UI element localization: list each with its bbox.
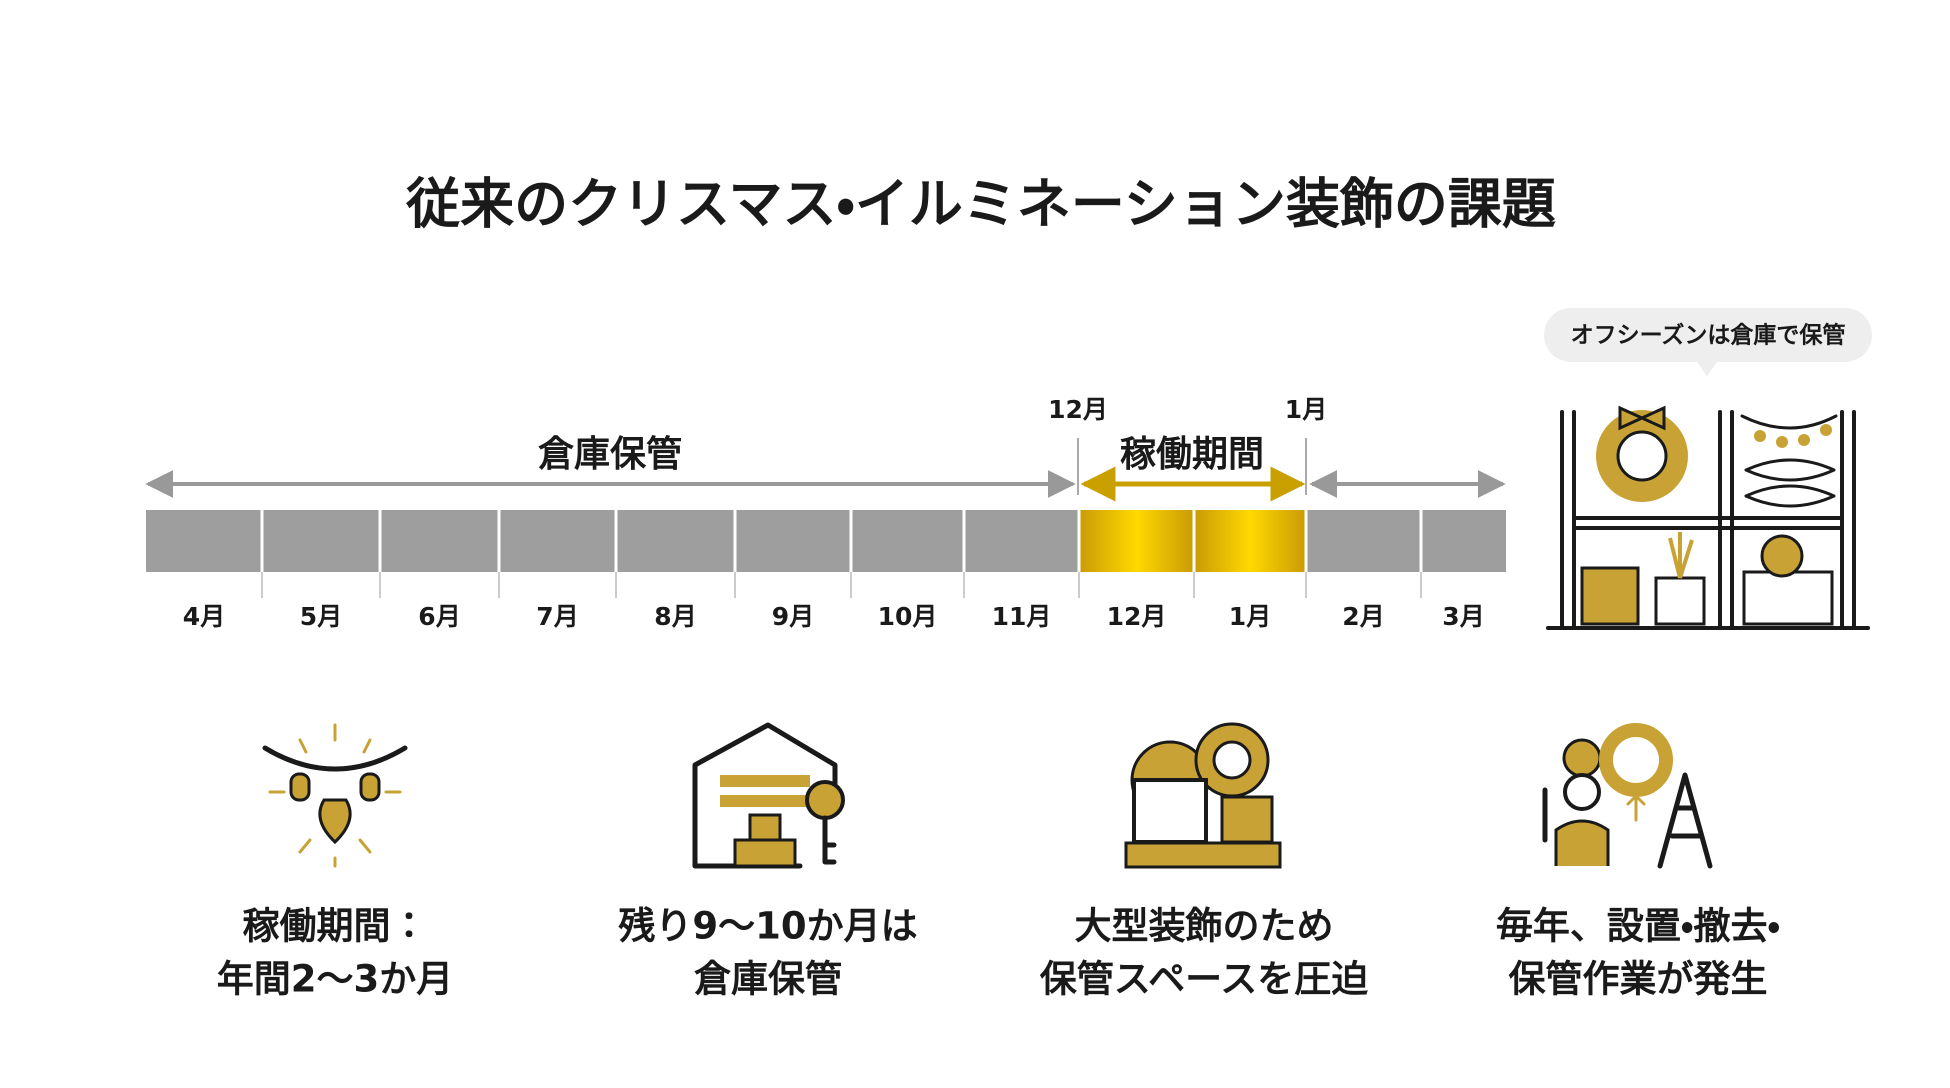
warehouse-icon xyxy=(692,722,845,869)
caption-line: 稼働期間： xyxy=(243,905,428,948)
month-label: 8月 xyxy=(654,602,696,631)
decorations-icon xyxy=(1124,722,1282,869)
caption-line: 倉庫保管 xyxy=(694,958,842,1001)
storage-segment xyxy=(499,510,616,572)
month-label: 2月 xyxy=(1342,602,1384,631)
month-label: 5月 xyxy=(300,602,342,631)
month-label: 9月 xyxy=(772,602,814,631)
month-label: 1月 xyxy=(1229,602,1271,631)
lights-icon xyxy=(262,723,408,868)
storage-segment xyxy=(1306,510,1421,572)
worker-icon xyxy=(1542,723,1713,869)
caption-line: 残り9〜10か月は xyxy=(617,905,917,948)
active-label: 稼働期間 xyxy=(1120,434,1264,475)
storage-label: 倉庫保管 xyxy=(538,434,682,475)
caption-line: 年間2〜3か月 xyxy=(217,958,454,1001)
warehouse-illustration: オフシーズンは倉庫で保管 xyxy=(1544,308,1872,630)
active-start: 12月 xyxy=(1048,395,1108,424)
month-label: 12月 xyxy=(1107,602,1167,631)
month-label: 7月 xyxy=(536,602,578,631)
caption-line: 保管作業が発生 xyxy=(1509,958,1768,1001)
storage-segment xyxy=(1421,510,1506,572)
bubble-text: オフシーズンは倉庫で保管 xyxy=(1571,322,1846,349)
active-segment xyxy=(1194,510,1306,572)
storage-segment xyxy=(851,510,964,572)
active-segment xyxy=(1079,510,1194,572)
timeline-bar: 4月 5月 6月 7月 8月 9月 10月 11月 12月 1月 2月 3月 xyxy=(146,510,1506,631)
caption-line: 大型装飾のため xyxy=(1075,905,1334,948)
month-label: 3月 xyxy=(1442,602,1484,631)
storage-segment xyxy=(380,510,499,572)
storage-segment xyxy=(146,510,262,572)
bubble xyxy=(1544,308,1872,362)
storage-segment xyxy=(262,510,380,572)
caption-line: 毎年、設置・撤去・ xyxy=(1496,905,1780,948)
month-label: 4月 xyxy=(183,602,225,631)
month-label: 10月 xyxy=(878,602,938,631)
storage-segment xyxy=(616,510,735,572)
caption-line: 保管スペースを圧迫 xyxy=(1040,958,1369,1001)
month-label: 11月 xyxy=(992,602,1052,631)
title: 従来のクリスマス・イルミネーション装飾の課題 xyxy=(405,173,1556,236)
storage-segment xyxy=(964,510,1079,572)
month-label: 6月 xyxy=(418,602,460,631)
active-end: 1月 xyxy=(1285,395,1327,424)
storage-segment xyxy=(735,510,851,572)
